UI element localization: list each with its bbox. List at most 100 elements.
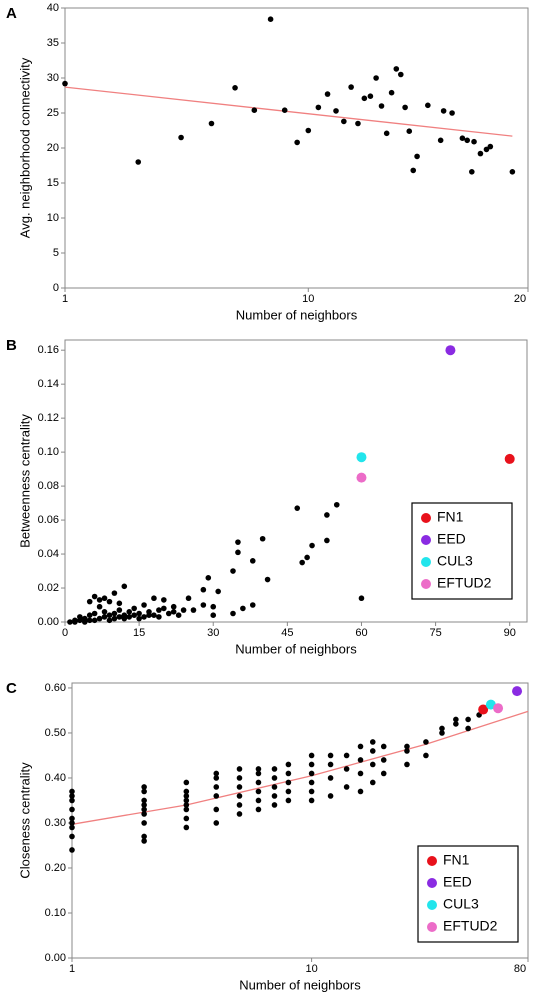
point bbox=[161, 597, 167, 603]
point bbox=[249, 602, 256, 608]
point bbox=[213, 793, 220, 799]
point bbox=[404, 761, 410, 768]
point bbox=[210, 603, 217, 610]
point bbox=[369, 748, 376, 754]
point bbox=[380, 770, 387, 777]
point bbox=[464, 137, 471, 144]
point bbox=[251, 107, 258, 113]
point bbox=[141, 784, 147, 790]
point bbox=[101, 595, 108, 602]
point bbox=[271, 784, 278, 790]
point bbox=[141, 797, 147, 804]
point bbox=[504, 453, 515, 464]
y-axis-label: Avg. neighborhood connectivity bbox=[17, 57, 32, 238]
point bbox=[356, 472, 367, 483]
legend-label: EFTUD2 bbox=[443, 918, 498, 934]
point bbox=[315, 104, 322, 111]
y-tick-label: 0.20 bbox=[45, 862, 66, 874]
point bbox=[459, 135, 466, 141]
point bbox=[136, 615, 142, 622]
point bbox=[106, 617, 113, 624]
legend-marker bbox=[421, 513, 431, 523]
point bbox=[285, 761, 292, 768]
point bbox=[271, 802, 278, 808]
point bbox=[271, 775, 278, 781]
point bbox=[487, 143, 494, 150]
point bbox=[205, 575, 212, 581]
point bbox=[156, 607, 162, 613]
x-tick-label: 30 bbox=[207, 627, 219, 639]
legend-label: EFTUD2 bbox=[437, 575, 492, 591]
x-tick-label: 15 bbox=[133, 627, 145, 639]
point bbox=[180, 607, 187, 613]
legend-label: EED bbox=[437, 531, 466, 547]
y-axis-label: Closeness centrality bbox=[17, 762, 32, 879]
point bbox=[183, 793, 190, 799]
x-tick-label: 1 bbox=[69, 963, 75, 975]
x-tick-label: 0 bbox=[62, 627, 68, 639]
point bbox=[141, 602, 147, 608]
point bbox=[308, 797, 315, 804]
point bbox=[236, 802, 243, 808]
point bbox=[357, 788, 364, 795]
legend-marker bbox=[421, 535, 431, 545]
point bbox=[380, 757, 387, 763]
y-tick-label: 25 bbox=[47, 107, 59, 119]
point bbox=[357, 743, 364, 750]
point bbox=[136, 610, 142, 617]
point bbox=[308, 752, 315, 759]
point bbox=[327, 752, 334, 759]
y-tick-label: 20 bbox=[47, 142, 59, 154]
x-tick-label: 20 bbox=[514, 293, 526, 305]
y-tick-label: 40 bbox=[47, 2, 59, 14]
point bbox=[327, 775, 334, 781]
point bbox=[213, 784, 220, 790]
x-axis-label: Number of neighbors bbox=[236, 307, 358, 322]
point bbox=[200, 586, 207, 593]
legend-marker bbox=[427, 856, 437, 866]
point bbox=[101, 609, 108, 615]
point bbox=[439, 730, 445, 736]
point bbox=[86, 612, 93, 619]
point bbox=[348, 84, 354, 90]
legend-label: FN1 bbox=[443, 852, 470, 868]
point bbox=[213, 770, 220, 777]
point bbox=[72, 617, 78, 624]
point bbox=[236, 775, 243, 781]
point bbox=[380, 743, 387, 750]
point bbox=[200, 602, 207, 608]
y-tick-label: 0.02 bbox=[38, 582, 59, 594]
point bbox=[361, 95, 368, 102]
y-tick-label: 35 bbox=[47, 37, 59, 49]
point bbox=[91, 617, 98, 624]
panel-label: C bbox=[6, 680, 17, 697]
y-tick-label: 0.30 bbox=[45, 817, 66, 829]
point bbox=[355, 120, 361, 127]
point bbox=[406, 128, 413, 134]
point bbox=[91, 610, 98, 617]
point bbox=[126, 614, 133, 620]
x-axis-label: Number of neighbors bbox=[239, 977, 361, 992]
legend-marker bbox=[421, 579, 431, 589]
point bbox=[69, 833, 75, 840]
y-tick-label: 0.14 bbox=[38, 378, 59, 390]
point bbox=[116, 614, 123, 620]
point bbox=[96, 603, 103, 610]
y-tick-label: 0 bbox=[53, 282, 59, 294]
trend-line bbox=[64, 86, 513, 137]
y-tick-label: 5 bbox=[53, 247, 59, 259]
legend-label: EED bbox=[443, 874, 472, 890]
point bbox=[106, 612, 113, 619]
y-tick-label: 0.10 bbox=[45, 907, 66, 919]
y-tick-label: 0.50 bbox=[45, 727, 66, 739]
panel-label: A bbox=[6, 5, 17, 22]
point bbox=[141, 802, 147, 808]
point bbox=[255, 766, 262, 772]
point bbox=[294, 139, 300, 146]
point bbox=[230, 610, 236, 617]
point bbox=[453, 716, 459, 723]
y-tick-label: 0.06 bbox=[38, 514, 59, 526]
point bbox=[208, 120, 215, 127]
point bbox=[440, 108, 447, 114]
